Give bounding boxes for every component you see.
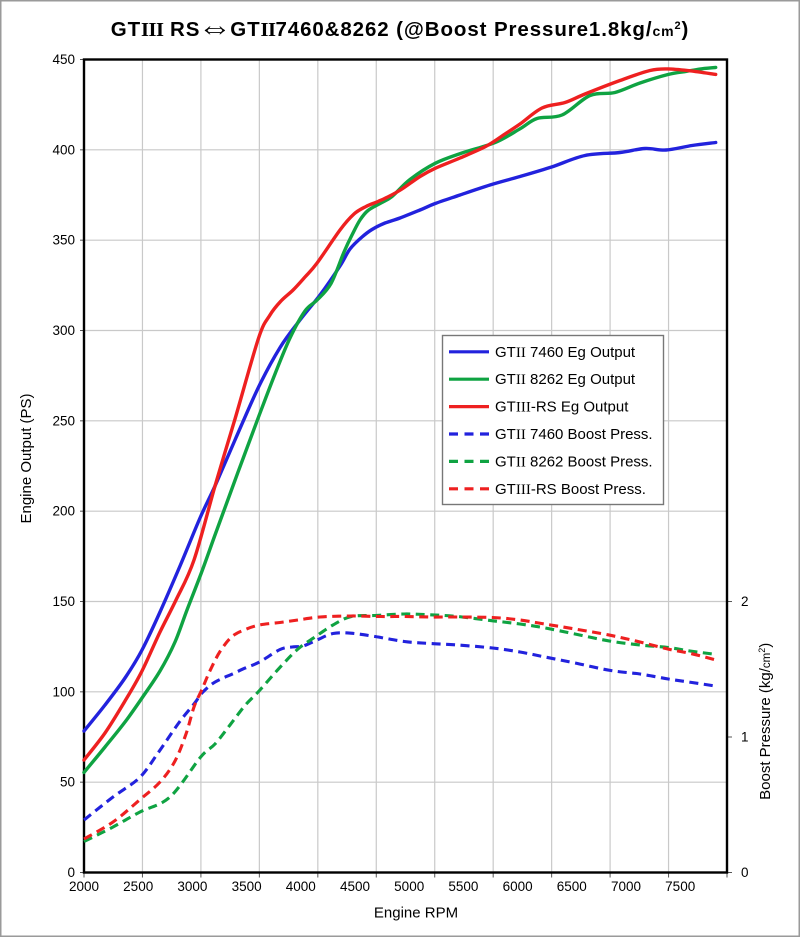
- svg-text:250: 250: [52, 413, 75, 428]
- svg-text:50: 50: [60, 775, 75, 790]
- svg-text:5000: 5000: [394, 879, 424, 894]
- svg-text:4500: 4500: [340, 879, 370, 894]
- svg-text:0: 0: [741, 865, 749, 880]
- svg-text:100: 100: [52, 684, 75, 699]
- svg-text:GTII 7460 Boost Press.: GTII 7460 Boost Press.: [495, 426, 653, 443]
- svg-text:2000: 2000: [69, 879, 99, 894]
- svg-text:6500: 6500: [557, 879, 587, 894]
- svg-text:7500: 7500: [665, 879, 695, 894]
- svg-text:2500: 2500: [123, 879, 153, 894]
- svg-text:2: 2: [741, 594, 749, 609]
- svg-text:Engine Output (PS): Engine Output (PS): [18, 393, 35, 523]
- svg-text:3500: 3500: [232, 879, 262, 894]
- svg-text:200: 200: [52, 504, 75, 519]
- svg-text:1: 1: [741, 730, 749, 745]
- svg-text:3000: 3000: [177, 879, 207, 894]
- svg-text:150: 150: [52, 594, 75, 609]
- svg-text:350: 350: [52, 233, 75, 248]
- svg-text:400: 400: [52, 142, 75, 157]
- svg-text:450: 450: [52, 52, 75, 67]
- svg-text:GTII 8262 Boost Press.: GTII 8262 Boost Press.: [495, 453, 653, 470]
- svg-text:6000: 6000: [503, 879, 533, 894]
- svg-text:300: 300: [52, 323, 75, 338]
- svg-text:0: 0: [67, 865, 75, 880]
- svg-text:Engine RPM: Engine RPM: [374, 905, 458, 922]
- svg-text:GTII 8262 Eg Output: GTII 8262 Eg Output: [495, 371, 636, 388]
- svg-text:4000: 4000: [286, 879, 316, 894]
- svg-text:GTIII-RS Boost Press.: GTIII-RS Boost Press.: [495, 481, 646, 498]
- svg-text:GTII 7460 Eg Output: GTII 7460 Eg Output: [495, 344, 636, 361]
- svg-text:Boost Pressure (kg/cm2): Boost Pressure (kg/cm2): [757, 643, 774, 800]
- svg-text:7000: 7000: [611, 879, 641, 894]
- svg-text:GTIII-RS Eg Output: GTIII-RS Eg Output: [495, 399, 629, 416]
- svg-text:5500: 5500: [448, 879, 478, 894]
